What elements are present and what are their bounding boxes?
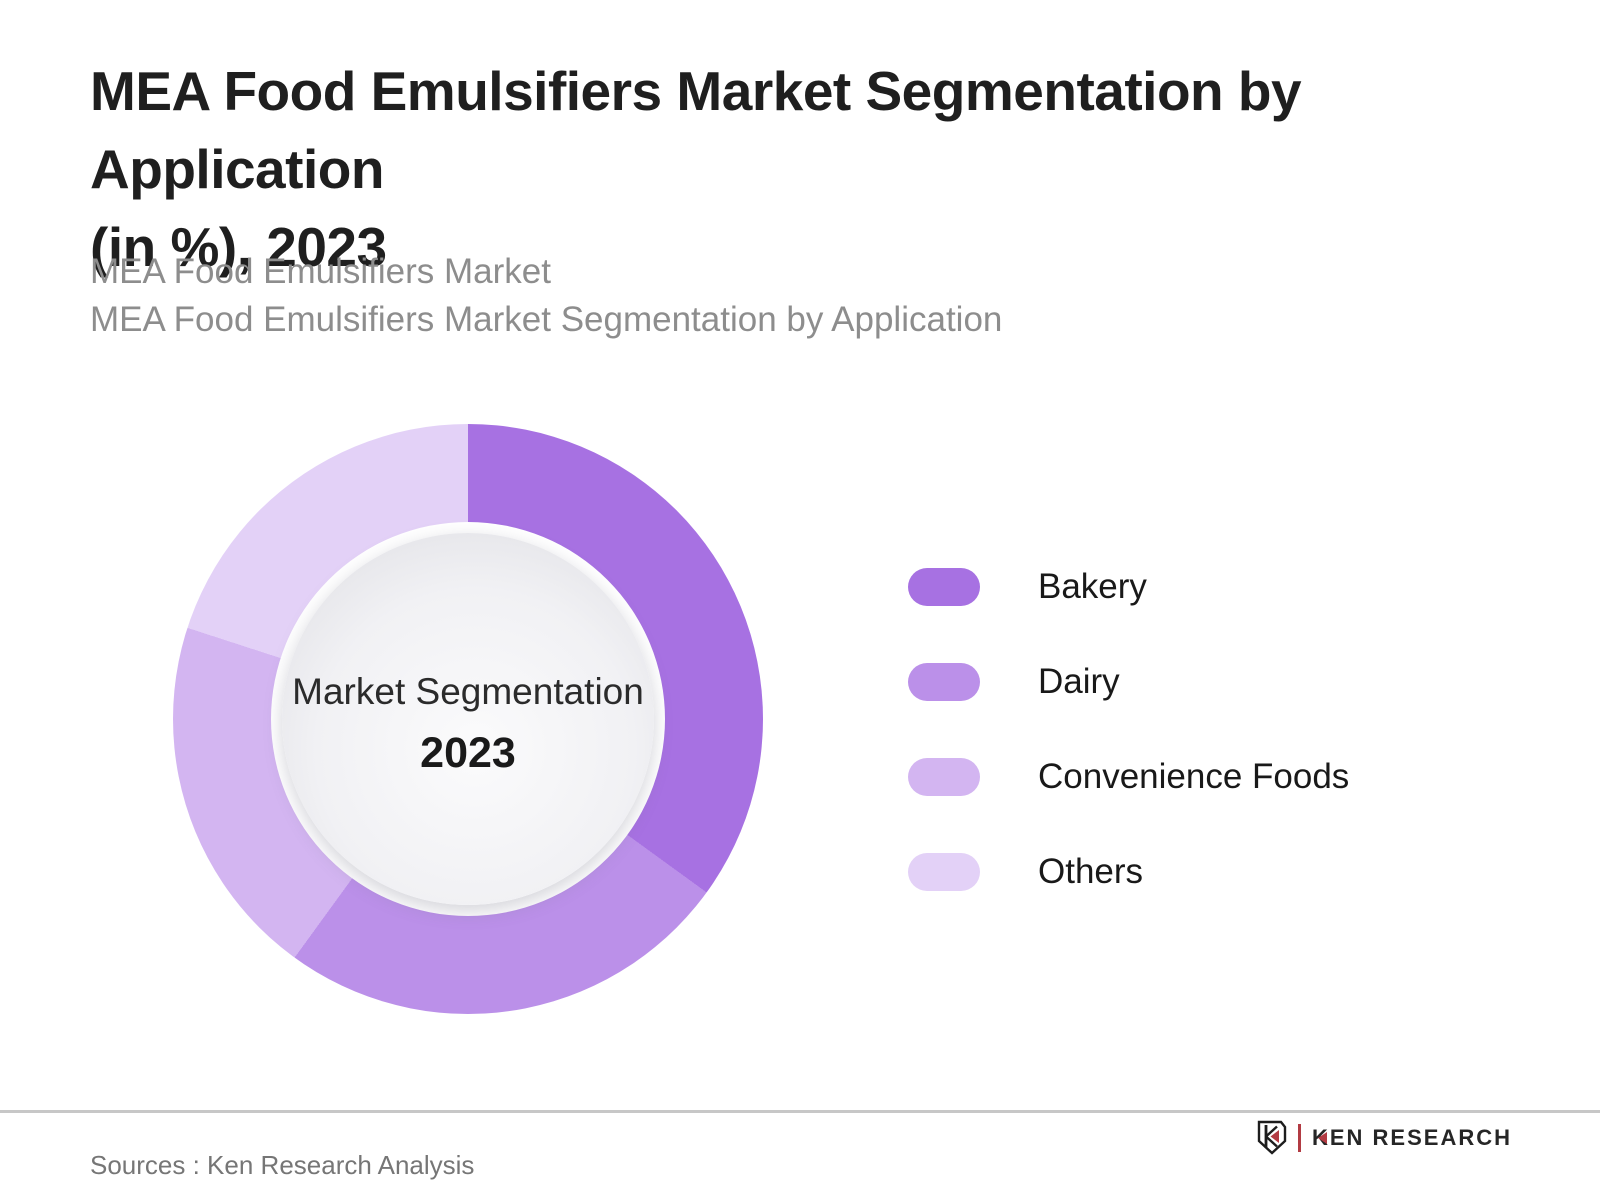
legend-label: Bakery [1038, 567, 1147, 606]
legend-item: Dairy [908, 662, 1349, 701]
donut-center-year: 2023 [420, 728, 516, 777]
page-title-line1: MEA Food Emulsifiers Market Segmentation… [90, 60, 1302, 200]
logo-divider-bar [1297, 1124, 1301, 1152]
legend: Bakery Dairy Convenience Foods Others [908, 567, 1350, 948]
legend-swatch [908, 568, 980, 606]
page-subtitle-line2: MEA Food Emulsifiers Market Segmentation… [90, 300, 1003, 339]
ken-research-logo: KEN RESEARCH [1255, 1120, 1512, 1156]
page-subtitle: MEA Food Emulsifiers Market MEA Food Emu… [90, 248, 1390, 344]
donut-center-disc: Market Segmentation 2023 [282, 533, 654, 905]
legend-item: Convenience Foods [908, 757, 1350, 796]
logo-text: KEN RESEARCH [1310, 1125, 1512, 1151]
footer-divider [0, 1110, 1600, 1113]
ken-research-shield-icon [1257, 1120, 1287, 1155]
donut-chart: Market Segmentation 2023 [173, 424, 763, 1014]
legend-label: Convenience Foods [1038, 757, 1350, 796]
donut-center-label: Market Segmentation [292, 670, 644, 712]
source-text: Sources : Ken Research Analysis [90, 1150, 475, 1180]
legend-swatch [908, 853, 980, 891]
legend-label: Others [1038, 852, 1144, 891]
legend-item: Bakery [908, 567, 1349, 606]
page-title: MEA Food Emulsifiers Market Segmentation… [90, 52, 1530, 286]
legend-item: Others [908, 852, 1349, 891]
page-title-line2: (in %), 2023 [90, 216, 387, 278]
legend-swatch [908, 663, 980, 701]
page-subtitle-line1: MEA Food Emulsifiers Market [90, 252, 551, 291]
legend-label: Dairy [1038, 662, 1120, 701]
logo-red-triangle-icon [1317, 1132, 1327, 1144]
legend-swatch [908, 758, 980, 796]
logo-text-label: KEN RESEARCH [1311, 1125, 1512, 1150]
